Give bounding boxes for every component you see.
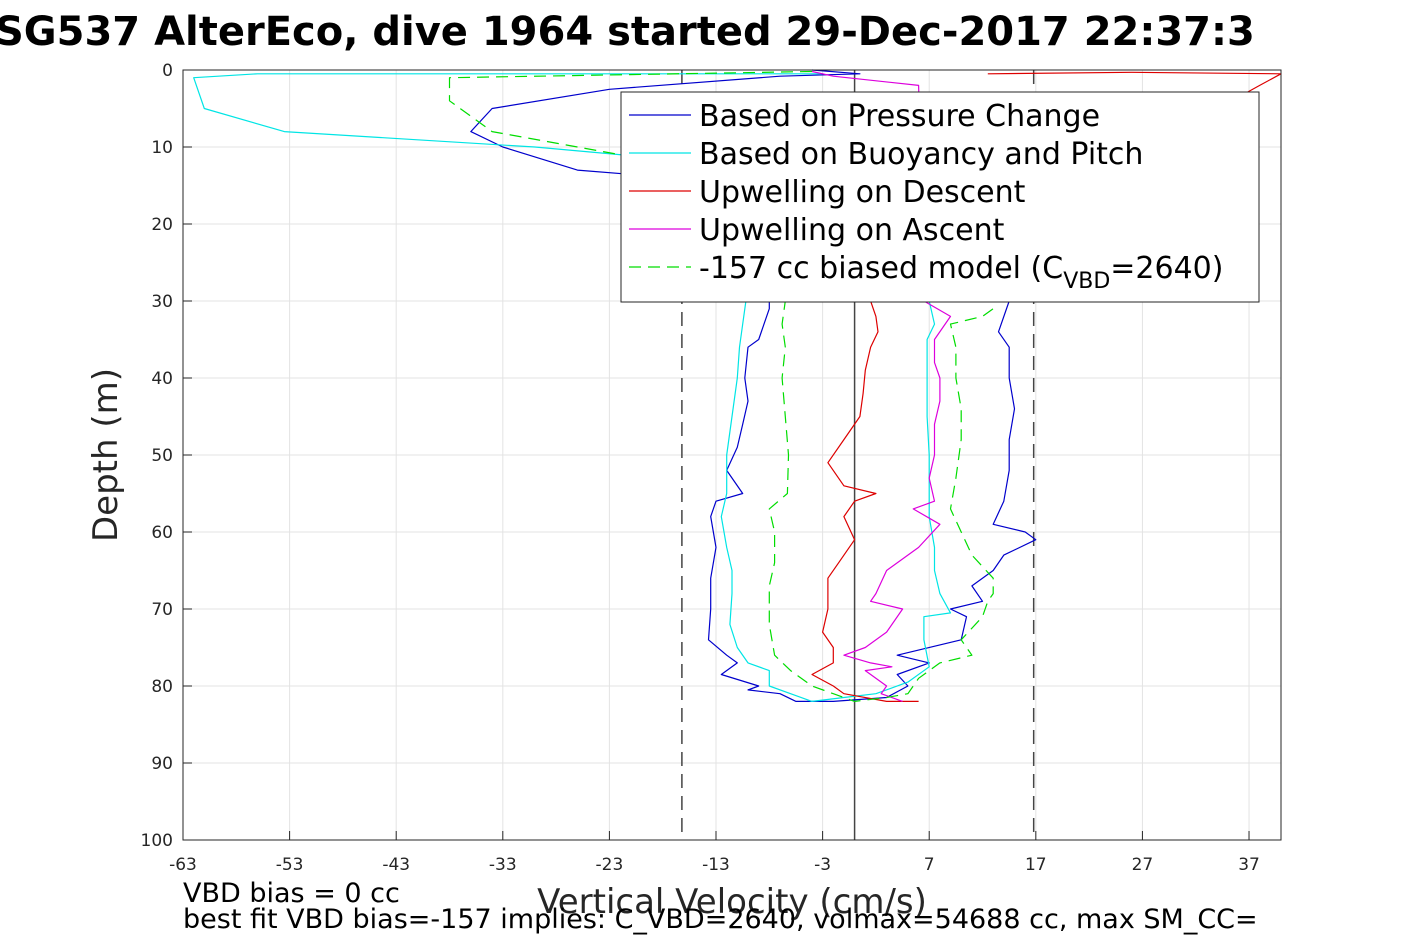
x-tick-label: -33 — [489, 855, 517, 875]
x-tick-label: 27 — [1132, 855, 1154, 875]
x-tick-label: -63 — [169, 855, 197, 875]
x-tick-labels: -63 -53 -43 -33 -23 -13 -3 7 17 27 37 — [169, 831, 1260, 875]
y-tick-label: 20 — [151, 215, 173, 235]
x-tick-label: -53 — [276, 855, 304, 875]
series-line-3 — [811, 70, 952, 702]
y-tick-label: 80 — [151, 677, 173, 697]
y-tick-label: 60 — [151, 523, 173, 543]
legend-entry-label: Upwelling on Ascent — [699, 213, 1005, 248]
legend-entry-label: Based on Pressure Change — [699, 99, 1100, 134]
y-tick-label: 70 — [151, 600, 173, 620]
x-tick-label: 17 — [1025, 855, 1047, 875]
x-axis-label: Vertical Velocity (cm/s) — [537, 882, 927, 922]
legend-entry-label: Upwelling on Descent — [699, 175, 1026, 210]
y-tick-label: 40 — [151, 369, 173, 389]
y-axis-label: Depth (m) — [86, 368, 126, 542]
x-tick-label: 37 — [1238, 855, 1260, 875]
y-tick-label: 100 — [141, 831, 173, 851]
y-tick-label: 50 — [151, 446, 173, 466]
y-tick-label: 0 — [162, 61, 173, 81]
series-line-2 — [811, 71, 1282, 703]
x-tick-label: -3 — [814, 855, 831, 875]
y-tick-label: 30 — [151, 292, 173, 312]
x-tick-label: 7 — [924, 855, 935, 875]
annotation-vbd-bias: VBD bias = 0 cc — [183, 878, 400, 909]
annotation-best-fit: best fit VBD bias=-157 implies: C_VBD=26… — [183, 904, 1258, 935]
chart-title: SG537 AlterEco, dive 1964 started 29-Dec… — [0, 9, 1255, 55]
y-tick-label: 90 — [151, 754, 173, 774]
x-tick-label: -43 — [382, 855, 410, 875]
legend-entry-label: Based on Buoyancy and Pitch — [699, 137, 1143, 172]
x-tick-label: -13 — [702, 855, 730, 875]
legend-box — [620, 91, 1260, 303]
legend-entry-label: -157 cc biased model (CVBD=2640) — [699, 251, 1223, 294]
y-tick-labels: 0 10 20 30 40 50 60 70 80 90 100 — [141, 61, 192, 851]
y-tick-label: 10 — [151, 138, 173, 158]
x-tick-label: -23 — [596, 855, 624, 875]
